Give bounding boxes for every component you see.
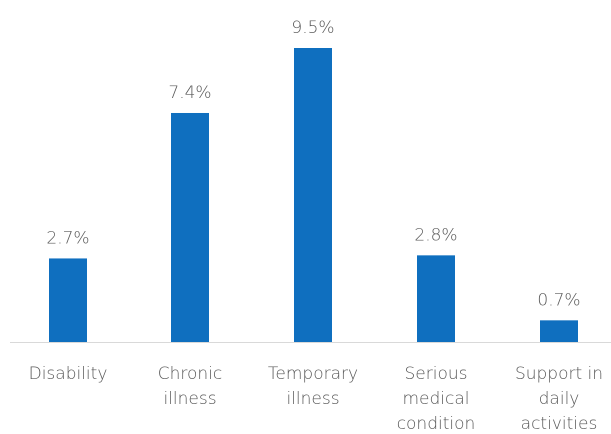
data-label-0: 2.7% <box>46 228 89 248</box>
category-labels-group: Disability Chronic illness Temporary illness… <box>29 364 603 434</box>
category-label-3: Serious medical condition <box>397 364 476 434</box>
bar-1 <box>171 112 209 342</box>
category-label-line: condition <box>397 414 476 434</box>
data-label-2: 9.5% <box>291 18 334 38</box>
category-label-line: Support in <box>515 364 603 384</box>
category-label-line: medical <box>402 389 469 409</box>
category-label-line: Temporary <box>268 364 358 384</box>
bar-2 <box>294 48 332 342</box>
category-label-line: illness <box>286 389 339 409</box>
category-label-line: daily <box>539 389 580 409</box>
category-label-2: Temporary illness <box>268 364 358 409</box>
category-label-line: Chronic <box>158 364 223 384</box>
category-label-line: Disability <box>29 364 108 384</box>
category-label-line: activities <box>521 414 598 434</box>
bar-0 <box>49 258 87 342</box>
bars-group <box>49 48 578 342</box>
bar-4 <box>540 320 578 342</box>
data-label-4: 0.7% <box>537 290 580 310</box>
category-label-1: Chronic illness <box>158 364 223 409</box>
bar-3 <box>417 255 455 342</box>
data-label-1: 7.4% <box>168 83 211 103</box>
data-labels-group: 2.7% 7.4% 9.5% 2.8% 0.7% <box>46 18 580 310</box>
category-label-line: Serious <box>405 364 468 384</box>
data-label-3: 2.8% <box>414 225 457 245</box>
category-label-line: illness <box>163 389 216 409</box>
category-label-0: Disability <box>29 364 108 384</box>
category-label-4: Support in daily activities <box>515 364 603 434</box>
